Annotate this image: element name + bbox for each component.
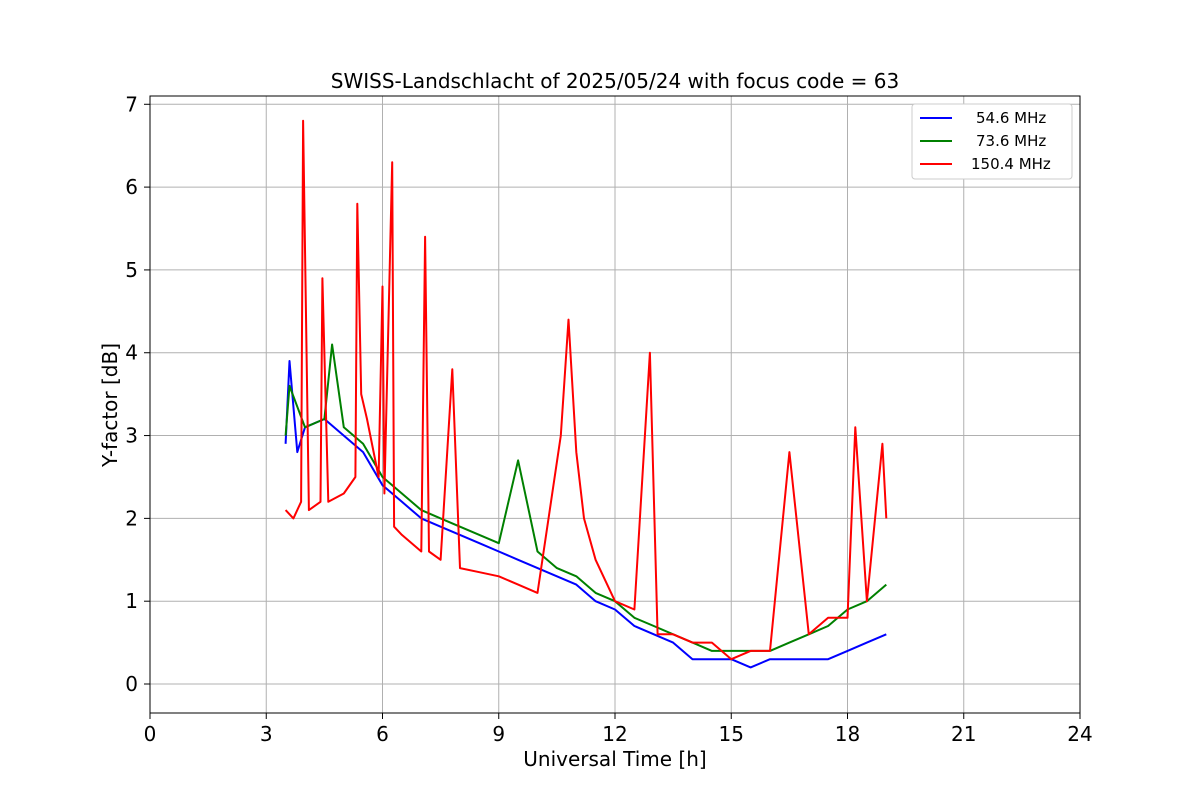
y-tick-label: 4	[125, 341, 138, 365]
y-axis-title: Y-factor [dB]	[98, 343, 122, 468]
x-tick-label: 15	[719, 722, 744, 746]
y-tick-label: 5	[125, 258, 138, 282]
legend-box	[911, 103, 1073, 180]
x-tick-label: 18	[835, 722, 860, 746]
legend-label-150-4: 150.4 MHz	[971, 155, 1051, 173]
x-tick-label: 6	[376, 722, 389, 746]
chart-title: SWISS-Landschlacht of 2025/05/24 with fo…	[331, 69, 899, 93]
x-tick-label: 24	[1067, 722, 1092, 746]
x-axis-ticks: 0 3 6 9 12 15 18 21 24	[144, 713, 1093, 746]
x-tick-label: 21	[951, 722, 976, 746]
y-tick-label: 6	[125, 175, 138, 199]
x-axis-title: Universal Time [h]	[523, 747, 706, 771]
series-line-54-6-mhz	[284, 360, 887, 669]
legend: 54.6 MHz 73.6 MHz 150.4 MHz	[911, 103, 1073, 180]
y-tick-label: 7	[125, 92, 138, 116]
series-line-73-6-mhz	[284, 343, 887, 652]
x-tick-label: 3	[260, 722, 273, 746]
x-tick-label: 0	[144, 722, 157, 746]
y-tick-label: 0	[125, 672, 138, 696]
x-tick-label: 9	[492, 722, 505, 746]
y-tick-label: 1	[125, 589, 138, 613]
legend-label-54-6: 54.6 MHz	[976, 109, 1046, 127]
series-layer	[284, 119, 888, 669]
y-tick-label: 3	[125, 424, 138, 448]
y-axis-ticks: 0 1 2 3 4 5 6 7	[125, 92, 150, 696]
x-tick-label: 12	[602, 722, 627, 746]
legend-label-73-6: 73.6 MHz	[976, 132, 1046, 150]
series-line-150-4-mhz	[284, 119, 888, 661]
y-tick-label: 2	[125, 506, 138, 530]
